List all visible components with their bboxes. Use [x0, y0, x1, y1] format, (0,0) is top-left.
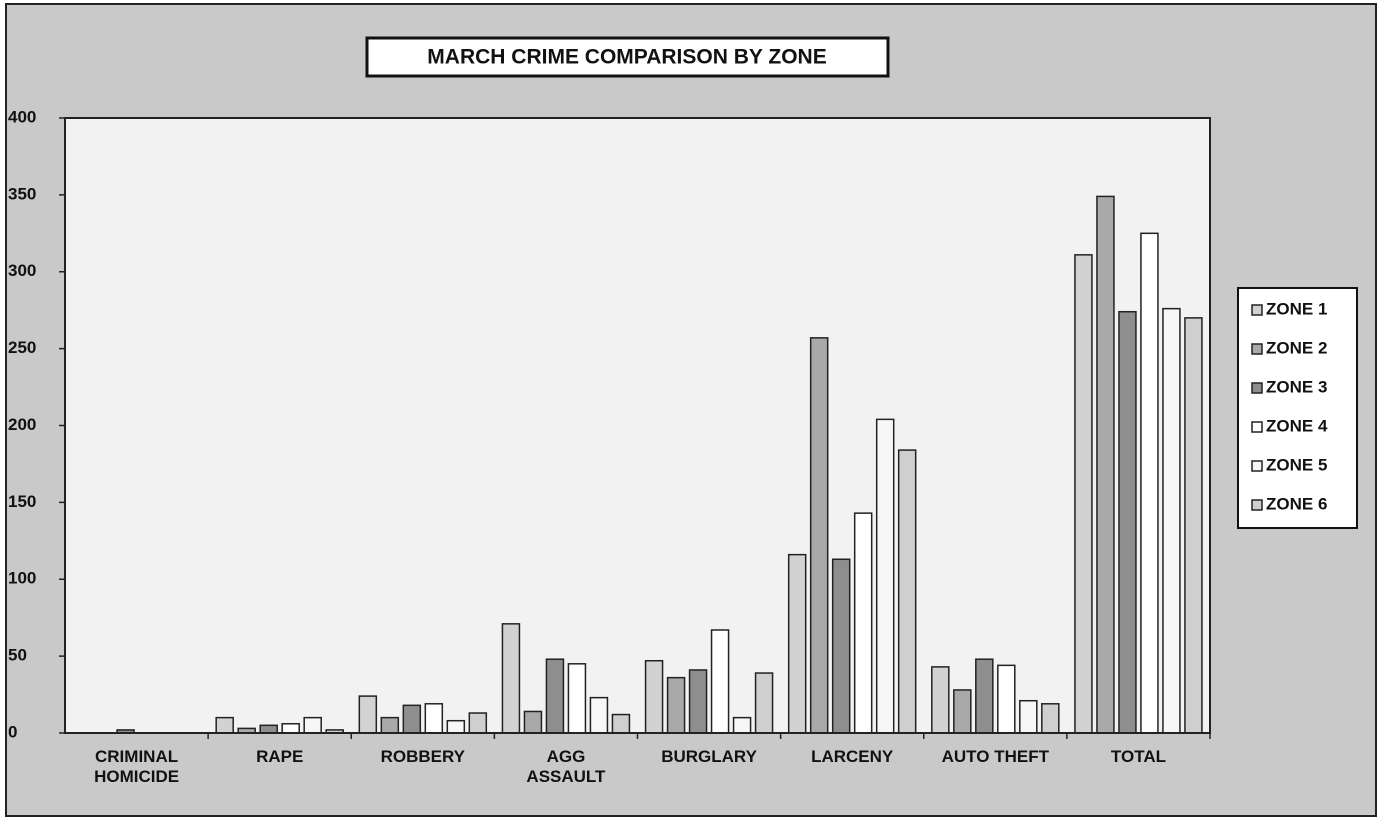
y-tick-label: 150: [8, 492, 36, 511]
bar: [215, 716, 234, 734]
bar: [1184, 317, 1203, 734]
bar: [1118, 310, 1137, 734]
legend-swatch: [1251, 382, 1263, 394]
bar: [611, 713, 631, 734]
y-tick-label: 300: [8, 261, 36, 280]
bar: [875, 418, 895, 734]
bar: [424, 703, 444, 734]
bar: [931, 666, 950, 734]
y-tick-label: 100: [8, 569, 36, 588]
bar: [997, 664, 1016, 734]
y-tick-label: 50: [8, 646, 27, 665]
legend-label: ZONE 1: [1266, 299, 1327, 318]
bar: [545, 658, 565, 734]
legend-swatch: [1251, 343, 1263, 355]
bar: [1074, 254, 1093, 734]
bar: [754, 672, 774, 734]
legend-label: ZONE 3: [1266, 377, 1327, 396]
legend-box: [1237, 287, 1358, 529]
bar: [897, 449, 917, 734]
legend-label: ZONE 2: [1266, 338, 1327, 357]
bar: [710, 629, 730, 734]
bar: [1041, 703, 1060, 734]
bar: [303, 716, 322, 734]
x-tick-label: TOTAL: [1110, 747, 1166, 766]
bar: [259, 724, 278, 734]
x-tick-label: LARCENY: [811, 747, 894, 766]
bar: [1096, 195, 1115, 734]
title-box: [365, 36, 890, 78]
x-tick-label: AGG ASSAULT: [526, 747, 606, 786]
y-tick-label: 200: [8, 415, 36, 434]
legend-swatch: [1251, 460, 1263, 472]
legend-label: ZONE 6: [1266, 494, 1327, 513]
bar: [1162, 307, 1181, 734]
bar: [666, 676, 686, 734]
bar: [380, 716, 400, 734]
bar: [281, 723, 300, 734]
y-tick-label: 250: [8, 338, 36, 357]
x-tick-label: RAPE: [256, 747, 304, 766]
x-tick-label: ROBBERY: [380, 747, 465, 766]
legend-swatch: [1251, 304, 1263, 316]
bar: [446, 719, 466, 734]
bar: [523, 710, 543, 734]
bar: [402, 704, 422, 734]
bar: [1019, 699, 1038, 734]
bar: [468, 712, 488, 734]
legend-label: ZONE 4: [1266, 416, 1328, 435]
bar: [567, 663, 587, 734]
legend-swatch: [1251, 421, 1263, 433]
bar: [501, 623, 521, 734]
bar: [358, 695, 378, 734]
x-tick-label: CRIMINAL HOMICIDE: [94, 747, 180, 786]
x-tick-label: BURGLARY: [661, 747, 757, 766]
legend-label: ZONE 5: [1266, 455, 1327, 474]
x-tick-label: AUTO THEFT: [941, 747, 1049, 766]
bar: [831, 558, 851, 734]
bar: [688, 669, 708, 734]
bar: [787, 553, 807, 734]
plot-area: [64, 117, 1211, 734]
bar: [644, 659, 664, 734]
bar: [953, 689, 972, 734]
bar: [853, 512, 873, 734]
bar: [1140, 232, 1159, 734]
bar: [732, 716, 752, 734]
y-tick-label: 350: [8, 184, 36, 203]
bar: [809, 337, 829, 734]
y-tick-label: 400: [8, 107, 36, 126]
chart-title: MARCH CRIME COMPARISON BY ZONE: [427, 46, 826, 69]
legend-swatch: [1251, 499, 1263, 511]
bar: [975, 658, 994, 734]
bar: [589, 696, 609, 734]
y-tick-label: 0: [8, 722, 17, 741]
